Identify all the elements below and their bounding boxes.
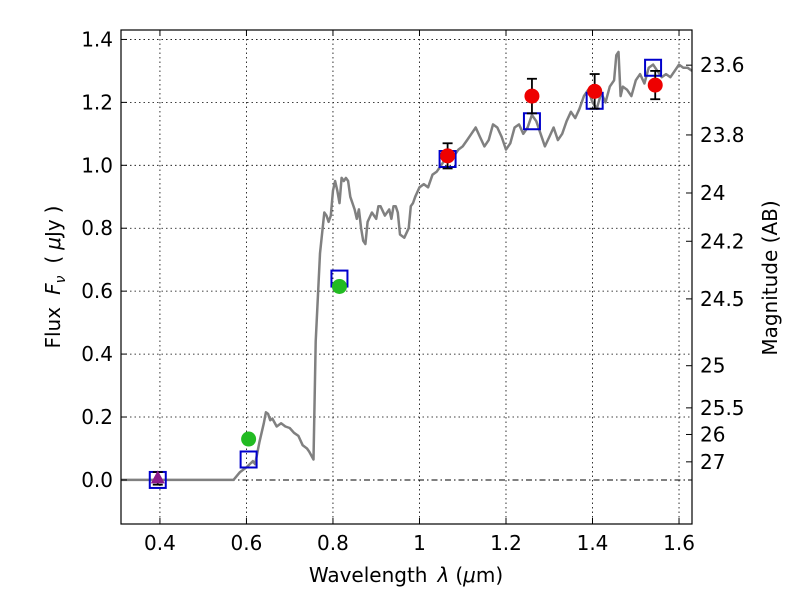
y-tick-label: 1.4 xyxy=(81,27,113,51)
y-tick-label: 0.0 xyxy=(81,468,113,492)
magnitude-tick-label: 24 xyxy=(700,181,725,205)
x-ticks: 0.4 0.6 0.8 1 1.2 1.4 1.6 xyxy=(144,30,695,555)
model-spectrum-line xyxy=(121,50,693,482)
observed-flux-point xyxy=(440,148,456,164)
magnitude-tick-label: 24.5 xyxy=(700,287,745,311)
x-tick-label: 1.4 xyxy=(577,531,609,555)
magnitude-ticks: 23.6 23.8 24 24.2 24.5 25 25.526 27 xyxy=(686,53,745,474)
magnitude-tick-label: 25 xyxy=(700,354,725,378)
model-points-layer xyxy=(148,58,663,489)
observed-flux-point xyxy=(587,83,603,99)
y-tick-label: 1.0 xyxy=(81,153,113,177)
right-axis-label: Magnitude (AB) xyxy=(758,200,782,355)
y-tick-label: 0.2 xyxy=(81,405,113,429)
magnitude-tick-label: 24.2 xyxy=(700,229,745,253)
model-photometry-square xyxy=(644,58,663,77)
observed-points-layer xyxy=(150,70,663,486)
x-tick-label: 1.2 xyxy=(490,531,522,555)
magnitude-tick-label: 23.6 xyxy=(700,53,745,77)
y-ticks: 0.0 0.2 0.4 0.6 0.8 1.0 1.2 1.4 xyxy=(81,27,127,492)
y-tick-label: 0.4 xyxy=(81,342,113,366)
y-tick-label: 0.6 xyxy=(81,279,113,303)
x-tick-label: 1.6 xyxy=(663,531,695,555)
observed-flux-point xyxy=(241,431,257,447)
spectrum-layer xyxy=(121,50,693,482)
x-tick-label: 0.8 xyxy=(317,531,349,555)
model-photometry-square xyxy=(239,450,258,469)
observed-flux-point xyxy=(524,88,540,104)
y-tick-label: 1.2 xyxy=(81,90,113,114)
x-tick-label: 0.4 xyxy=(144,531,176,555)
plot-frame xyxy=(120,29,693,525)
x-tick-label: 0.6 xyxy=(231,531,263,555)
upper-limit-triangle xyxy=(150,470,165,484)
grid-layer xyxy=(121,30,692,524)
magnitude-tick-label: 27 xyxy=(700,450,725,474)
y-tick-label: 0.8 xyxy=(81,216,113,240)
x-tick-label: 1 xyxy=(413,531,426,555)
y-axis-label: FluxFν(μJy) xyxy=(41,205,69,348)
magnitude-tick-label: 25.5 xyxy=(700,396,745,420)
observed-flux-point xyxy=(331,278,347,294)
observed-flux-point xyxy=(647,77,663,93)
magnitude-tick-label: 26 xyxy=(700,422,725,446)
magnitude-tick-label: 23.8 xyxy=(700,123,745,147)
x-axis-label: Wavelength λ (μm) xyxy=(309,563,503,587)
